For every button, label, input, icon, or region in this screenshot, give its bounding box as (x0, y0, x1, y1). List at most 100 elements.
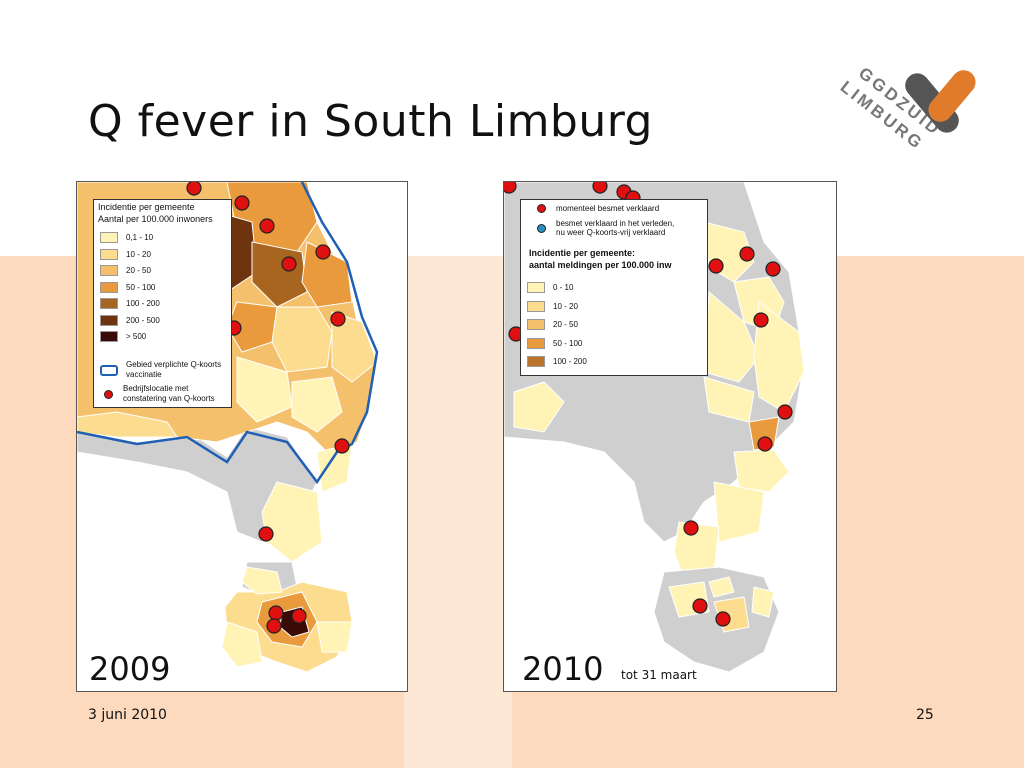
legend-class-row: 0,1 - 10 (100, 232, 153, 243)
footer-date: 3 juni 2010 (88, 707, 167, 723)
legend-class-row: 10 - 20 (527, 300, 578, 312)
legend-class-label: 20 - 50 (553, 320, 578, 329)
legend-class-label: 200 - 500 (126, 315, 160, 325)
map-2010: momenteel besmet verklaard besmet verkla… (503, 181, 837, 692)
vaccination-swatch (100, 364, 118, 376)
region (713, 481, 765, 543)
region (236, 356, 293, 423)
legend-class-row: 20 - 50 (100, 265, 151, 276)
region (708, 576, 735, 598)
legend-swatch (100, 314, 118, 326)
legend-class-label: 50 - 100 (126, 282, 156, 292)
legend-swatch (100, 298, 118, 309)
legend-class-row: 200 - 500 (100, 314, 160, 326)
legend-subtitle: aantal meldingen per 100.000 inw (529, 260, 672, 270)
currently-dot-swatch (537, 204, 546, 213)
region (261, 481, 323, 563)
page-number: 25 (916, 707, 934, 723)
legend-class-label: 20 - 50 (126, 266, 151, 275)
farm-dot (757, 436, 773, 452)
currently-label: momenteel besmet verklaard (556, 204, 660, 213)
legend-class-row: 50 - 100 (527, 337, 583, 349)
legend-class-label: 10 - 20 (126, 249, 151, 259)
legend-vaccination-area: Gebied verplichte Q-koorts vaccinatie (100, 360, 226, 380)
region (221, 621, 263, 668)
farm-dot (258, 526, 274, 542)
legend-previously-infected: besmet verklaard in het verleden, nu wee… (537, 219, 674, 237)
region (316, 621, 353, 653)
region (733, 449, 790, 493)
farm-dot (281, 256, 297, 272)
region (513, 381, 565, 433)
legend-swatch (527, 300, 545, 312)
year-label-2010: 2010 (522, 650, 604, 688)
legend-swatch (100, 331, 118, 342)
legend-swatch (100, 265, 118, 276)
region (301, 241, 353, 308)
farm-dot (777, 404, 793, 420)
previously-label-line2: nu weer Q-koorts-vrij verklaard (556, 228, 666, 237)
vaccination-area-boundary (77, 182, 379, 485)
slide-title: Q fever in South Limburg (88, 96, 653, 147)
legend-swatch (527, 337, 545, 349)
legend-swatch (100, 248, 118, 260)
legend-class-label: 0,1 - 10 (126, 233, 154, 242)
legend-title: Incidentie per gemeente: (529, 248, 636, 258)
legend-class-row: 0 - 10 (527, 282, 573, 293)
region (241, 566, 283, 595)
farm-dot (692, 598, 708, 614)
farm-locations (186, 182, 350, 634)
region (77, 411, 178, 438)
legend-currently-infected: momenteel besmet verklaard (537, 204, 659, 213)
farm-dot (291, 608, 307, 624)
farm-dot (683, 520, 699, 536)
farm-dot (259, 218, 275, 234)
legend-title: Incidentie per gemeente (98, 202, 195, 212)
legend-class-row: 10 - 20 (100, 248, 151, 260)
region (751, 586, 775, 618)
legend-class-label: > 500 (126, 332, 147, 341)
ggd-zuid-limburg-logo: GGDZUID LIMBURG (837, 63, 976, 154)
previously-dot-swatch (537, 223, 546, 233)
farm-dot (234, 195, 250, 211)
map-2009: Incidentie per gemeente Aantal per 100.0… (76, 181, 408, 692)
legend-farm-location: Bedrijfslocatie met constatering van Q-k… (104, 384, 233, 404)
legend-swatch (527, 319, 545, 330)
legend-class-label: 50 - 100 (553, 338, 583, 348)
farm-dot (268, 605, 284, 621)
period-label-2010: tot 31 maart (621, 668, 697, 682)
region-gray (357, 182, 407, 512)
farm-dot (315, 244, 331, 260)
legend-class-row: 100 - 200 (527, 356, 587, 367)
year-label-2009: 2009 (89, 650, 171, 688)
farm-dot (330, 311, 346, 327)
legend-subtitle: Aantal per 100.000 inwoners (98, 214, 213, 224)
legend-swatch (100, 232, 118, 243)
farm-dot (266, 618, 282, 634)
previously-label: besmet verklaard in het verleden, nu wee… (556, 219, 674, 237)
background-panel (404, 256, 512, 768)
logo-orange-bar (928, 70, 976, 122)
legend-2009: Incidentie per gemeente Aantal per 100.0… (93, 199, 232, 408)
vaccination-label: Gebied verplichte Q-koorts vaccinatie (126, 360, 222, 379)
farm-locations (504, 182, 793, 627)
legend-swatch (527, 282, 545, 293)
legend-class-label: 10 - 20 (553, 301, 578, 311)
farm-dot (334, 438, 350, 454)
region (291, 376, 343, 433)
legend-swatch (527, 356, 545, 367)
legend-class-row: 50 - 100 (100, 281, 156, 293)
farm-dot-swatch (104, 389, 113, 399)
legend-class-label: 0 - 10 (553, 283, 574, 292)
farm-dot (186, 182, 202, 196)
region (331, 311, 378, 383)
legend-swatch (100, 281, 118, 293)
farm-dot (739, 246, 755, 262)
farm-dot (765, 261, 781, 277)
legend-class-label: 100 - 200 (553, 357, 587, 366)
farm-dot (715, 611, 731, 627)
farm-dot (708, 258, 724, 274)
legend-class-label: 100 - 200 (126, 299, 160, 308)
previously-label-line1: besmet verklaard in het verleden, (556, 219, 675, 228)
farm-dot (592, 182, 608, 194)
